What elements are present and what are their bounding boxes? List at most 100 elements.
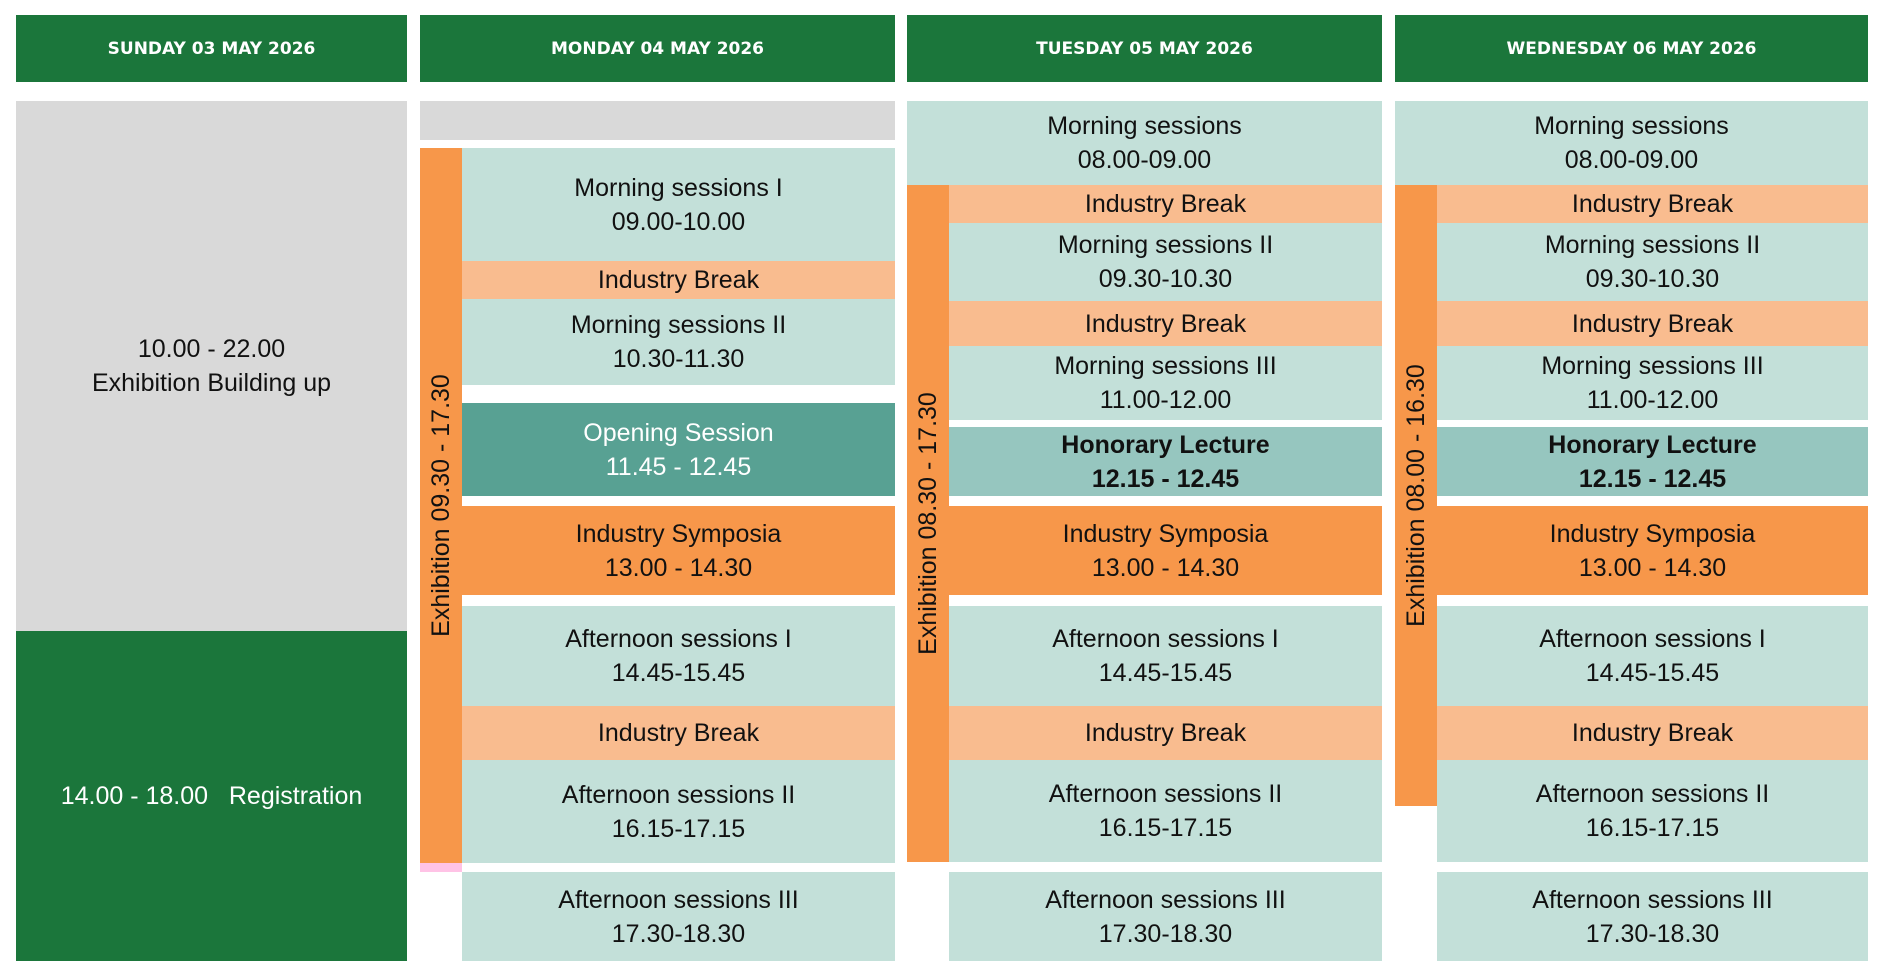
session-time: 08.00-09.00 xyxy=(1077,146,1212,174)
session-time: 16.15-17.15 xyxy=(1098,814,1233,842)
break-label: Industry Break xyxy=(1084,309,1247,338)
session-time: 17.30-18.30 xyxy=(611,919,746,948)
monday-afternoon-sessions-3: Afternoon sessions III 17.30-18.30 xyxy=(462,872,895,961)
session-title: Honorary Lecture xyxy=(1061,430,1270,459)
monday-exhibition-end-marker xyxy=(420,863,462,872)
session-time: 09.30-10.30 xyxy=(1098,265,1233,293)
wednesday-exhibition-label: Exhibition 08.00 - 16.30 xyxy=(1401,364,1430,627)
tuesday-exhibition-bar: Exhibition 08.30 - 17.30 xyxy=(907,185,949,862)
monday-industry-break-2: Industry Break xyxy=(462,706,895,760)
monday-industry-break-1: Industry Break xyxy=(462,261,895,299)
header-sunday: SUNDAY 03 MAY 2026 xyxy=(16,15,407,82)
session-title: Afternoon sessions II xyxy=(561,780,796,809)
monday-morning-sessions-2: Morning sessions II 10.30-11.30 xyxy=(462,299,895,385)
wednesday-industry-break-3: Industry Break xyxy=(1437,706,1868,760)
session-title: Afternoon sessions I xyxy=(565,625,792,653)
session-time: 10.30-11.30 xyxy=(612,345,745,373)
wednesday-afternoon-sessions-3: Afternoon sessions III 17.30-18.30 xyxy=(1437,872,1868,961)
session-time: 14.45-15.45 xyxy=(1098,659,1233,687)
session-title: Opening Session xyxy=(583,418,774,447)
session-time: 14.45-15.45 xyxy=(611,659,746,687)
session-title: Afternoon sessions III xyxy=(1532,885,1773,914)
tuesday-afternoon-sessions-1: Afternoon sessions I 14.45-15.45 xyxy=(949,606,1382,706)
break-label: Industry Break xyxy=(1084,190,1247,218)
session-title: Morning sessions II xyxy=(570,311,787,339)
building-up-time: 10.00 - 22.00 xyxy=(137,335,286,363)
session-time: 16.15-17.15 xyxy=(611,814,746,843)
wednesday-afternoon-sessions-1: Afternoon sessions I 14.45-15.45 xyxy=(1437,606,1868,706)
tuesday-afternoon-sessions-3: Afternoon sessions III 17.30-18.30 xyxy=(949,872,1382,961)
header-tuesday: TUESDAY 05 MAY 2026 xyxy=(907,15,1382,82)
tuesday-exhibition-label: Exhibition 08.30 - 17.30 xyxy=(913,392,942,655)
break-label: Industry Break xyxy=(1084,719,1247,747)
tuesday-morning-sessions: Morning sessions 08.00-09.00 xyxy=(907,101,1382,185)
sunday-building-up-block: 10.00 - 22.00 Exhibition Building up xyxy=(16,101,407,631)
tuesday-honorary-lecture: Honorary Lecture 12.15 - 12.45 xyxy=(949,427,1382,496)
session-title: Morning sessions I xyxy=(574,173,783,202)
session-title: Afternoon sessions II xyxy=(1048,780,1283,808)
session-time: 09.30-10.30 xyxy=(1585,265,1720,293)
session-title: Industry Symposia xyxy=(1549,519,1756,548)
tuesday-industry-symposia: Industry Symposia 13.00 - 14.30 xyxy=(949,506,1382,595)
wednesday-morning-sessions: Morning sessions 08.00-09.00 xyxy=(1395,101,1868,185)
tuesday-industry-break-1: Industry Break xyxy=(949,185,1382,223)
break-label: Industry Break xyxy=(597,719,760,747)
wednesday-morning-sessions-2: Morning sessions II 09.30-10.30 xyxy=(1437,223,1868,301)
session-time: 13.00 - 14.30 xyxy=(604,553,753,582)
session-title: Afternoon sessions III xyxy=(1045,885,1286,914)
monday-top-grey-block xyxy=(420,101,895,140)
monday-exhibition-bar: Exhibition 09.30 - 17.30 xyxy=(420,148,462,863)
session-time: 11.00-12.00 xyxy=(1586,386,1719,414)
registration-label: 14.00 - 18.00 Registration xyxy=(60,782,363,810)
session-title: Afternoon sessions II xyxy=(1535,780,1770,808)
session-title: Morning sessions III xyxy=(1541,352,1764,380)
wednesday-industry-break-1: Industry Break xyxy=(1437,185,1868,223)
session-time: 13.00 - 14.30 xyxy=(1578,553,1727,582)
session-title: Morning sessions II xyxy=(1057,231,1274,259)
wednesday-exhibition-bar: Exhibition 08.00 - 16.30 xyxy=(1395,185,1437,806)
session-title: Honorary Lecture xyxy=(1548,430,1757,459)
session-time: 12.15 - 12.45 xyxy=(1091,464,1240,493)
break-label: Industry Break xyxy=(597,266,760,294)
wednesday-industry-break-2: Industry Break xyxy=(1437,301,1868,346)
tuesday-morning-sessions-3: Morning sessions III 11.00-12.00 xyxy=(949,346,1382,420)
tuesday-industry-break-2: Industry Break xyxy=(949,301,1382,346)
header-monday: MONDAY 04 MAY 2026 xyxy=(420,15,895,82)
session-time: 17.30-18.30 xyxy=(1098,919,1233,948)
session-time: 11.00-12.00 xyxy=(1099,386,1232,414)
session-time: 09.00-10.00 xyxy=(611,207,746,236)
break-label: Industry Break xyxy=(1571,309,1734,338)
wednesday-morning-sessions-3: Morning sessions III 11.00-12.00 xyxy=(1437,346,1868,420)
wednesday-afternoon-sessions-2: Afternoon sessions II 16.15-17.15 xyxy=(1437,760,1868,862)
session-title: Morning sessions xyxy=(1047,112,1242,140)
wednesday-industry-symposia: Industry Symposia 13.00 - 14.30 xyxy=(1437,506,1868,595)
session-time: 13.00 - 14.30 xyxy=(1091,553,1240,582)
sunday-registration-block: 14.00 - 18.00 Registration xyxy=(16,631,407,961)
session-title: Morning sessions II xyxy=(1544,231,1761,259)
tuesday-afternoon-sessions-2: Afternoon sessions II 16.15-17.15 xyxy=(949,760,1382,862)
monday-industry-symposia: Industry Symposia 13.00 - 14.30 xyxy=(462,506,895,595)
tuesday-morning-sessions-2: Morning sessions II 09.30-10.30 xyxy=(949,223,1382,301)
session-time: 12.15 - 12.45 xyxy=(1578,464,1727,493)
break-label: Industry Break xyxy=(1571,190,1734,218)
session-time: 08.00-09.00 xyxy=(1564,146,1699,174)
monday-afternoon-sessions-2: Afternoon sessions II 16.15-17.15 xyxy=(462,760,895,863)
session-time: 17.30-18.30 xyxy=(1585,919,1720,948)
monday-morning-sessions-1: Morning sessions I 09.00-10.00 xyxy=(462,148,895,261)
building-up-label: Exhibition Building up xyxy=(91,369,332,397)
session-title: Industry Symposia xyxy=(575,519,782,548)
session-time: 14.45-15.45 xyxy=(1585,659,1720,687)
break-label: Industry Break xyxy=(1571,719,1734,747)
tuesday-industry-break-3: Industry Break xyxy=(949,706,1382,760)
monday-afternoon-sessions-1: Afternoon sessions I 14.45-15.45 xyxy=(462,606,895,706)
header-wednesday: WEDNESDAY 06 MAY 2026 xyxy=(1395,15,1868,82)
session-title: Morning sessions xyxy=(1534,112,1729,140)
monday-exhibition-label: Exhibition 09.30 - 17.30 xyxy=(426,374,455,637)
session-title: Afternoon sessions I xyxy=(1052,625,1279,653)
session-title: Morning sessions III xyxy=(1054,352,1277,380)
monday-opening-session: Opening Session 11.45 - 12.45 xyxy=(462,403,895,496)
session-time: 16.15-17.15 xyxy=(1585,814,1720,842)
session-title: Industry Symposia xyxy=(1062,519,1269,548)
session-time: 11.45 - 12.45 xyxy=(605,452,752,481)
session-title: Afternoon sessions III xyxy=(558,885,799,914)
